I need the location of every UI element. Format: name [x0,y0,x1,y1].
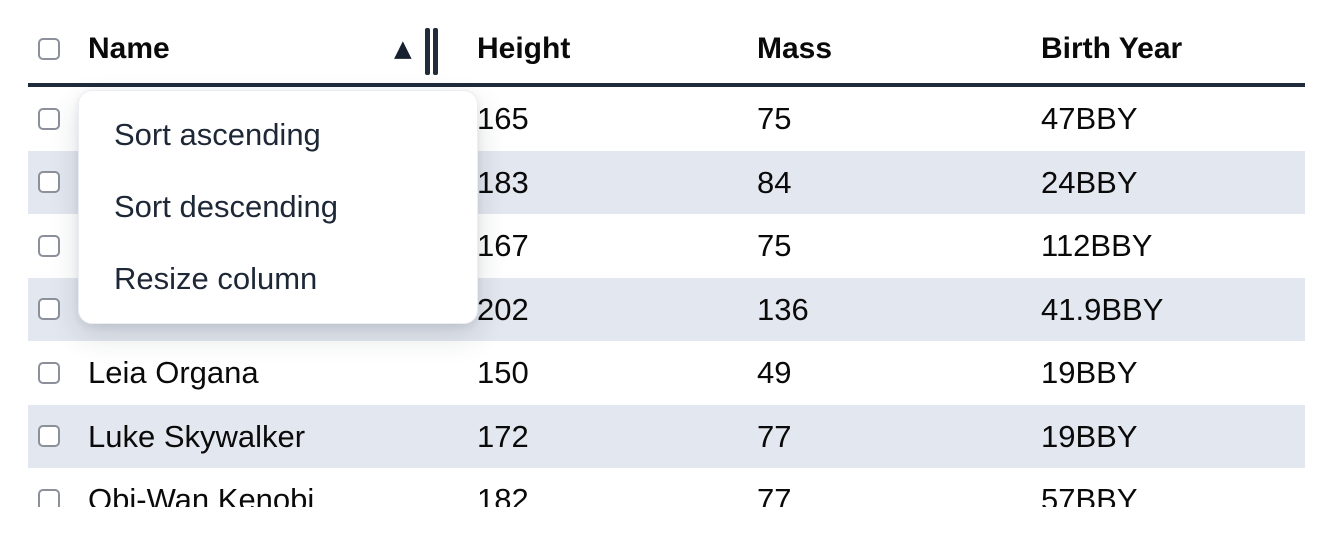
table-row: 165 75 47BBY [28,87,1305,151]
cell-birth-year: 112BBY [1041,228,1153,264]
table-row: Leia Organa 150 49 19BBY [28,341,1305,405]
cell-height: 165 [477,101,529,137]
column-header-birth-year[interactable]: Birth Year [1041,0,1305,83]
row-checkbox[interactable] [38,361,60,384]
cell-birth-year: 57BBY [1041,482,1138,507]
row-checkbox[interactable] [38,488,60,507]
menu-item-sort-ascending[interactable]: Sort ascending [114,117,321,152]
column-context-menu: Sort ascending Sort descending Resize co… [78,90,478,324]
table-row: 167 75 112BBY [28,214,1305,278]
cell-birth-year: 19BBY [1041,418,1138,454]
table-row: Obi-Wan Kenobi 182 77 57BBY [28,468,1305,507]
cell-height: 182 [477,482,529,507]
column-header-name[interactable]: Name ▲ [88,0,477,83]
row-checkbox[interactable] [38,234,60,257]
row-checkbox[interactable] [38,171,60,194]
menu-item-resize-column[interactable]: Resize column [114,261,318,296]
cell-birth-year: 24BBY [1041,164,1138,200]
select-all-checkbox[interactable] [38,37,60,60]
cell-name: Obi-Wan Kenobi [88,482,315,507]
cell-mass: 77 [757,418,792,454]
menu-item-sort-descending[interactable]: Sort descending [114,189,339,224]
column-header-birth-year-label: Birth Year [1041,31,1183,65]
column-header-name-label: Name [88,31,170,65]
cell-height: 183 [477,164,529,200]
cell-birth-year: 19BBY [1041,355,1138,391]
row-checkbox[interactable] [38,107,60,130]
sort-ascending-icon: ▲ [394,35,412,62]
cell-height: 172 [477,418,529,454]
cell-mass: 136 [757,291,809,327]
column-header-height[interactable]: Height [477,0,757,83]
cell-mass: 49 [757,355,792,391]
cell-height: 202 [477,291,529,327]
cell-mass: 84 [757,164,792,200]
cell-mass: 77 [757,482,792,507]
row-checkbox[interactable] [38,298,60,321]
column-resize-handle[interactable] [425,28,438,75]
cell-height: 150 [477,355,529,391]
cell-name: Leia Organa [88,355,259,391]
cell-mass: 75 [757,101,792,137]
column-header-mass-label: Mass [757,31,833,65]
cell-birth-year: 41.9BBY [1041,291,1164,327]
cell-mass: 75 [757,228,792,264]
column-header-mass[interactable]: Mass [757,0,1041,83]
row-checkbox[interactable] [38,425,60,448]
table-header-row: Name ▲ Height Mass Birth Year [28,0,1305,87]
header-checkbox-cell [28,0,88,83]
column-header-height-label: Height [477,31,571,65]
cell-height: 167 [477,228,529,264]
cell-birth-year: 47BBY [1041,101,1138,137]
table-row: Luke Skywalker 172 77 19BBY [28,404,1305,468]
cell-name: Luke Skywalker [88,418,306,454]
